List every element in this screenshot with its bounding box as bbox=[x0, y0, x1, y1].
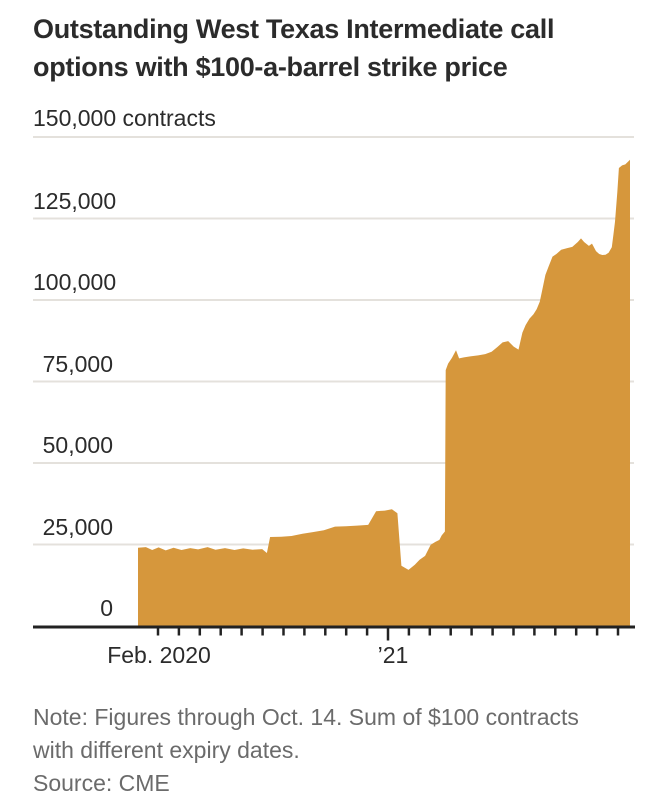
y-axis-top-label: 150,000 contracts bbox=[33, 105, 216, 131]
chart-title-line-2: options with $100-a-barrel strike price bbox=[33, 52, 508, 82]
y-axis-label: 0 bbox=[100, 595, 113, 621]
source-label: Source: CME bbox=[33, 770, 170, 796]
chart-title-line-1: Outstanding West Texas Intermediate call bbox=[33, 14, 555, 44]
y-axis-label: 25,000 bbox=[42, 514, 113, 540]
note-line-2: with different expiry dates. bbox=[33, 737, 300, 763]
x-axis-label-feb-2020: Feb. 2020 bbox=[107, 642, 211, 668]
area-series bbox=[138, 159, 630, 627]
note-line-1: Note: Figures through Oct. 14. Sum of $1… bbox=[33, 704, 579, 730]
y-axis-label: 50,000 bbox=[42, 432, 113, 458]
y-axis-label: 100,000 bbox=[33, 269, 117, 295]
y-axis-label: 75,000 bbox=[42, 351, 113, 377]
x-axis-label-21: ’21 bbox=[377, 642, 409, 668]
y-axis-label: 125,000 bbox=[33, 188, 117, 214]
